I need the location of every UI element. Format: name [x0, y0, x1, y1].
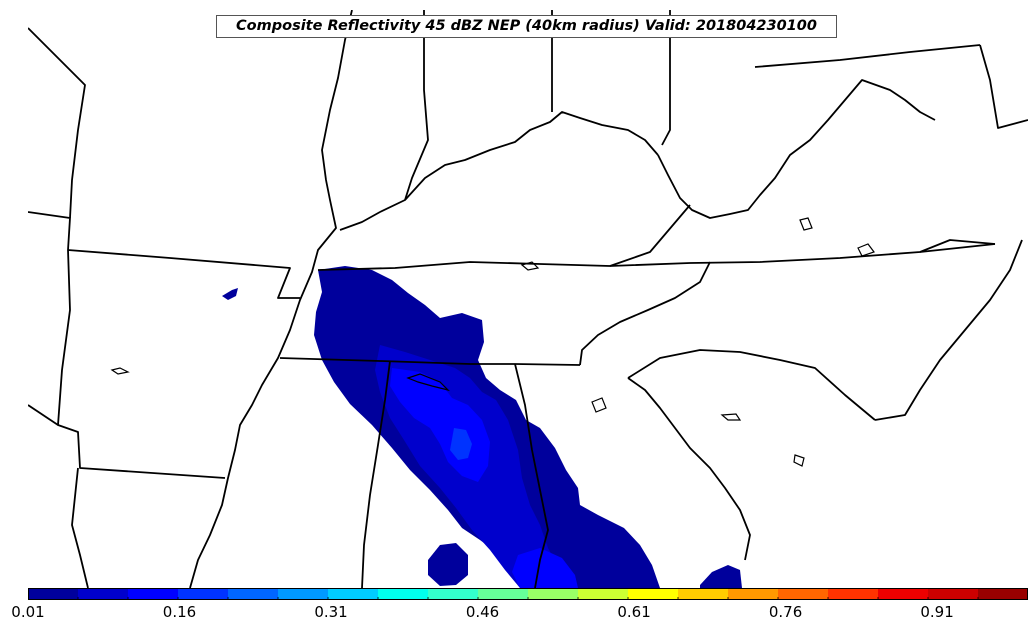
- colorbar-swatch: [728, 588, 779, 600]
- state-boundaries: [28, 10, 1028, 588]
- colorbar-swatch: [528, 588, 579, 600]
- colorbar-swatch: [128, 588, 179, 600]
- colorbar-tick-label: 0.61: [617, 603, 651, 621]
- colorbar-swatch: [778, 588, 829, 600]
- colorbar-swatch: [428, 588, 479, 600]
- colorbar-swatch: [678, 588, 729, 600]
- map-canvas: [28, 10, 1028, 588]
- probability-region-isolated-south: [428, 543, 468, 586]
- map-panel: [28, 10, 1028, 588]
- colorbar-swatch: [828, 588, 879, 600]
- colorbar-swatch: [478, 588, 529, 600]
- colorbar-swatch: [628, 588, 679, 600]
- colorbar-tick-label: 0.16: [162, 603, 197, 621]
- colorbar-swatch: [928, 588, 979, 600]
- colorbar-tick-label: 0.76: [768, 603, 803, 621]
- probability-region-south-peak: [512, 548, 578, 588]
- colorbar-swatch: [578, 588, 629, 600]
- colorbar-swatch: [228, 588, 279, 600]
- colorbar-swatch: [78, 588, 129, 600]
- probability-region-core: [450, 428, 472, 460]
- colorbar-swatch: [878, 588, 929, 600]
- colorbar-swatch: [378, 588, 429, 600]
- map-title: Composite Reflectivity 45 dBZ NEP (40km …: [216, 15, 837, 38]
- probability-region-isolated-west: [222, 288, 238, 300]
- colorbar: [28, 588, 1028, 600]
- colorbar-swatch: [978, 588, 1028, 600]
- probability-region-southeast: [700, 565, 742, 588]
- colorbar-swatch: [328, 588, 379, 600]
- probability-field: [222, 266, 742, 588]
- colorbar-swatch: [178, 588, 229, 600]
- lakes: [110, 217, 875, 467]
- colorbar-tick-label: 0.46: [465, 603, 500, 621]
- colorbar-tick-label: 0.01: [11, 603, 45, 621]
- colorbar-tick-label: 0.31: [314, 603, 348, 621]
- colorbar-tick-label: 0.91: [920, 603, 954, 621]
- colorbar-swatch: [28, 588, 79, 600]
- colorbar-swatches: [28, 588, 1028, 600]
- colorbar-swatch: [278, 588, 329, 600]
